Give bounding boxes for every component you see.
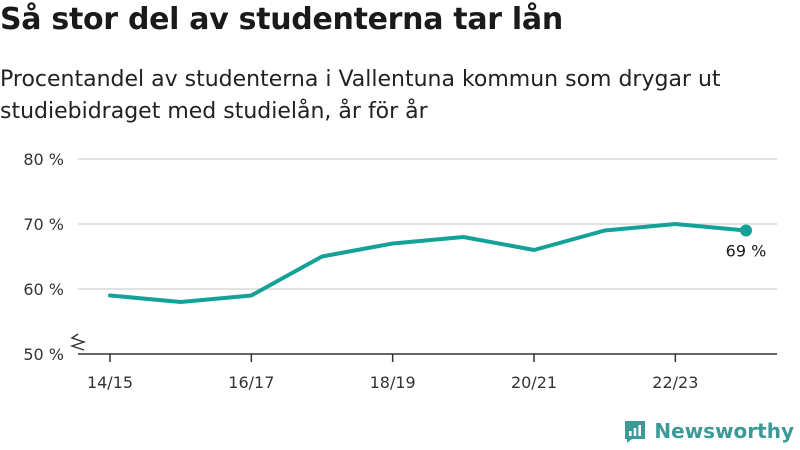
x-tick-label: 20/21 xyxy=(511,373,557,392)
end-value-label: 69 % xyxy=(726,242,767,261)
series-layer xyxy=(108,222,752,304)
y-tick-label: 50 % xyxy=(23,345,64,364)
y-tick-label: 60 % xyxy=(23,280,64,299)
x-tick-label: 22/23 xyxy=(652,373,698,392)
x-tick-label: 18/19 xyxy=(370,373,416,392)
chart-subtitle: Procentandel av studenterna i Vallentuna… xyxy=(0,67,721,124)
axis-break-mark xyxy=(69,333,87,351)
chart-title: Så stor del av studenterna tar lån xyxy=(0,2,563,37)
x-tick-label: 16/17 xyxy=(228,373,274,392)
brand-name: Newsworthy xyxy=(654,419,794,443)
brand-logo: Newsworthy xyxy=(622,418,794,444)
newsworthy-logo-icon xyxy=(625,421,646,443)
x-axis: 14/15 16/17 18/19 20/21 22/23 xyxy=(78,353,777,392)
value-labels: 69 % xyxy=(726,242,767,261)
y-tick-label: 80 % xyxy=(23,150,64,169)
axis-break-icon xyxy=(69,333,87,351)
series-line xyxy=(108,222,748,304)
y-tick-label: 70 % xyxy=(23,215,64,234)
end-point-marker xyxy=(740,224,752,237)
x-tick-label: 14/15 xyxy=(87,373,133,392)
y-axis-labels: 50 % 60 % 70 % 80 % xyxy=(23,150,64,364)
